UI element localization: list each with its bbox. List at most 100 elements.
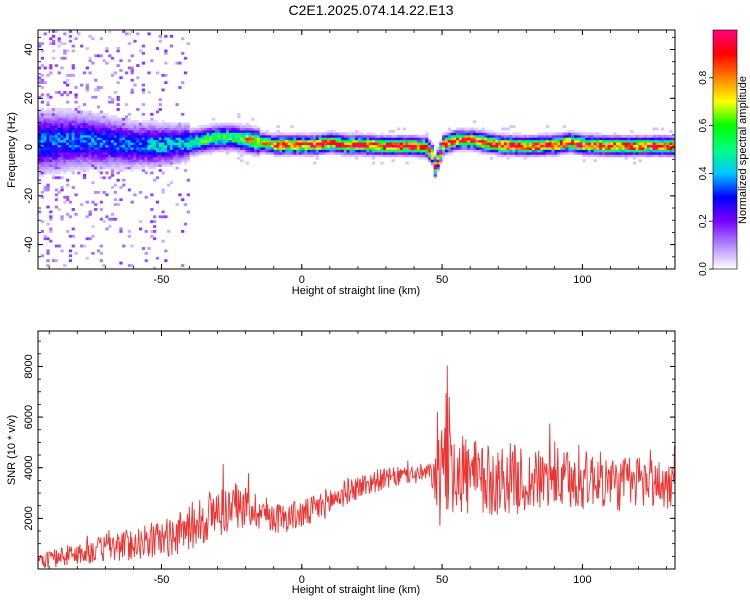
heatmap-cell xyxy=(63,161,67,165)
heatmap-cell xyxy=(116,169,120,172)
heatmap-cell xyxy=(68,137,73,141)
heatmap-cell xyxy=(242,125,247,128)
heatmap-cell xyxy=(428,154,432,158)
heatmap-cell xyxy=(298,144,303,148)
heatmap-cell xyxy=(576,134,580,138)
heatmap-cell xyxy=(80,132,84,136)
heatmap-cell xyxy=(116,108,120,111)
heatmap-cell xyxy=(624,142,628,146)
heatmap-cell xyxy=(113,142,117,146)
heatmap-cell xyxy=(663,144,667,148)
heatmap-cell xyxy=(85,137,89,141)
heatmap-cell xyxy=(234,142,238,146)
heatmap-cell xyxy=(175,154,179,158)
heatmap-cell xyxy=(349,154,353,158)
heatmap-cell xyxy=(296,132,300,136)
heatmap-cell xyxy=(130,200,134,204)
heatmap-cell xyxy=(638,137,642,141)
heatmap-cell xyxy=(341,147,345,150)
heatmap-cell xyxy=(108,151,112,155)
heatmap-cell xyxy=(290,154,294,158)
heatmap-cell xyxy=(610,144,614,148)
heatmap-cell xyxy=(82,142,87,146)
heatmap-cell xyxy=(251,142,255,146)
heatmap-cell xyxy=(262,134,266,138)
heatmap-cell xyxy=(71,244,75,248)
heatmap-cell xyxy=(94,144,98,148)
heatmap-cell xyxy=(666,154,670,158)
heatmap-cell xyxy=(588,147,592,150)
heatmap-cell xyxy=(167,125,171,128)
heatmap-cell xyxy=(355,151,359,155)
heatmap-cell xyxy=(197,134,202,138)
heatmap-cell xyxy=(113,125,117,128)
heatmap-cell xyxy=(453,144,457,148)
heatmap-cell xyxy=(99,161,103,165)
heatmap-cell xyxy=(105,159,109,163)
heatmap-cell xyxy=(54,193,59,197)
heatmap-cell xyxy=(178,149,182,153)
heatmap-x-ticks: -50 0 50 100 xyxy=(48,30,667,286)
heatmap-cell xyxy=(565,137,569,141)
heatmap-cell xyxy=(327,129,331,133)
heatmap-cell xyxy=(531,134,536,138)
heatmap-cell xyxy=(183,134,188,138)
heatmap-cell xyxy=(245,147,249,150)
heatmap-cell xyxy=(489,137,493,141)
heatmap-cell xyxy=(172,159,176,163)
heatmap-cell xyxy=(96,105,101,109)
heatmap-cell xyxy=(139,137,143,141)
heatmap-cell xyxy=(290,147,294,150)
heatmap-cell xyxy=(523,142,527,146)
heatmap-cell xyxy=(531,142,536,146)
heatmap-cell xyxy=(178,122,182,126)
heatmap-cell xyxy=(237,147,241,150)
heatmap-cell xyxy=(133,125,137,128)
heatmap-cell xyxy=(164,49,168,53)
heatmap-cell xyxy=(324,134,328,138)
heatmap-cell xyxy=(630,137,634,141)
heatmap-cell xyxy=(147,159,151,163)
heatmap-cell xyxy=(228,127,233,131)
heatmap-cell xyxy=(582,132,586,136)
heatmap-cell xyxy=(635,147,639,150)
heatmap-cell xyxy=(139,134,143,138)
heatmap-cell xyxy=(99,117,103,121)
heatmap-cell xyxy=(127,166,132,170)
heatmap-cell xyxy=(80,161,84,165)
heatmap-cell xyxy=(458,149,463,153)
heatmap-cell xyxy=(40,139,45,143)
heatmap-cell xyxy=(158,144,162,148)
heatmap-cell xyxy=(245,125,249,128)
heatmap-cell xyxy=(130,54,134,58)
heatmap-cell xyxy=(161,122,165,126)
heatmap-cell xyxy=(77,129,81,133)
heatmap-cell xyxy=(512,144,516,148)
heatmap-cell xyxy=(175,159,179,163)
heatmap-cell xyxy=(262,151,266,155)
heatmap-cell xyxy=(136,132,140,136)
heatmap-cell xyxy=(226,129,230,133)
heatmap-cell xyxy=(506,154,510,158)
heatmap-cell xyxy=(282,137,286,141)
heatmap-cell xyxy=(470,147,474,150)
heatmap-cell xyxy=(74,100,78,104)
heatmap-cell xyxy=(153,125,157,128)
heatmap-cell xyxy=(57,154,61,158)
heatmap-cell xyxy=(442,139,446,143)
heatmap-cell xyxy=(341,144,345,148)
heatmap-cell xyxy=(240,134,244,138)
heatmap-cell xyxy=(54,134,59,138)
heatmap-cell xyxy=(655,151,659,155)
heatmap-cell xyxy=(206,147,210,150)
heatmap-cell xyxy=(66,110,70,114)
heatmap-cell xyxy=(475,147,479,150)
heatmap-cell xyxy=(371,137,376,141)
heatmap-cell xyxy=(105,127,109,131)
heatmap-cell xyxy=(273,144,277,148)
heatmap-cell xyxy=(394,134,398,138)
heatmap-cell xyxy=(119,120,123,124)
heatmap-cell xyxy=(110,212,115,216)
heatmap-cell xyxy=(531,137,536,141)
heatmap-cell xyxy=(669,139,673,143)
